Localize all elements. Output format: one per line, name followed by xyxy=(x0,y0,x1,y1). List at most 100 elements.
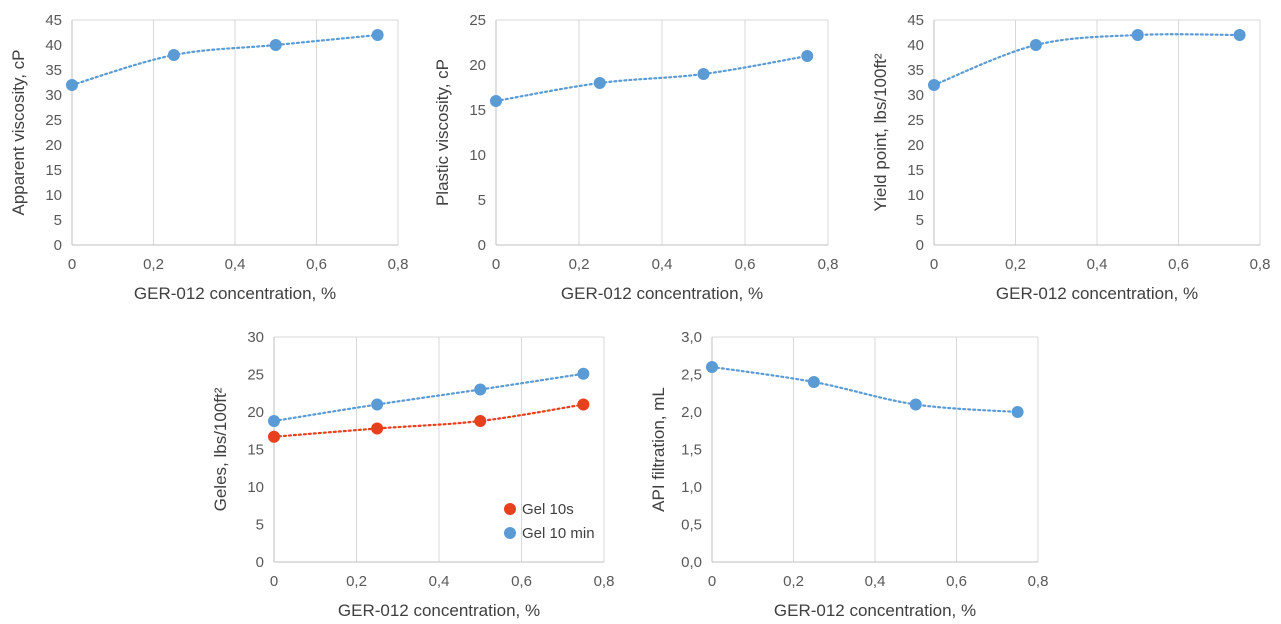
y-tick-label: 15 xyxy=(45,162,62,179)
data-point xyxy=(577,367,590,380)
y-tick-label: 10 xyxy=(907,187,924,204)
y-tick-label: 5 xyxy=(256,517,264,534)
x-tick-label: 0,4 xyxy=(652,256,673,273)
y-tick-label: 0 xyxy=(916,237,924,254)
y-tick-label: 40 xyxy=(45,37,62,54)
x-tick-label: 0,4 xyxy=(865,573,886,590)
x-tick-label: 0 xyxy=(930,256,938,273)
x-tick-label: 0,2 xyxy=(346,573,367,590)
y-tick-label: 30 xyxy=(45,87,62,104)
data-point xyxy=(706,361,718,373)
legend-marker xyxy=(504,527,516,539)
x-tick-label: 0,8 xyxy=(1028,573,1049,590)
y-tick-label: 0 xyxy=(478,237,486,254)
y-tick-label: 20 xyxy=(247,404,264,421)
data-point xyxy=(474,415,487,427)
data-point xyxy=(66,79,78,91)
series-trendline xyxy=(932,33,1241,87)
series-trendline xyxy=(70,33,379,87)
x-axis-title: GER-012 concentration, % xyxy=(561,284,763,303)
data-point xyxy=(1011,406,1024,418)
y-axis-title: Yield point, lbs/100ft² xyxy=(871,53,890,211)
x-tick-label: 0,2 xyxy=(783,573,804,590)
y-axis-title: API filtration, mL xyxy=(649,387,668,512)
x-axis-title: GER-012 concentration, % xyxy=(134,284,336,303)
y-tick-label: 2,5 xyxy=(681,367,702,384)
x-tick-label: 0,8 xyxy=(818,256,839,273)
y-tick-label: 0 xyxy=(54,237,62,254)
series-trendline xyxy=(272,403,585,438)
data-point xyxy=(268,415,280,427)
data-point xyxy=(268,430,280,443)
y-tick-label: 10 xyxy=(469,147,486,164)
y-tick-label: 15 xyxy=(907,162,924,179)
series-trendline xyxy=(272,372,585,423)
y-tick-label: 45 xyxy=(907,12,924,29)
y-tick-label: 40 xyxy=(907,37,924,54)
legend-label: Gel 10s xyxy=(522,501,574,518)
x-tick-label: 0,4 xyxy=(429,573,450,590)
x-axis-title: GER-012 concentration, % xyxy=(996,284,1198,303)
y-tick-label: 15 xyxy=(247,442,264,459)
x-axis-title: GER-012 concentration, % xyxy=(774,601,976,620)
y-tick-label: 15 xyxy=(469,102,486,119)
data-point xyxy=(167,49,180,61)
data-point xyxy=(909,398,922,411)
x-tick-label: 0,6 xyxy=(735,256,756,273)
data-point xyxy=(371,422,384,435)
x-tick-label: 0 xyxy=(68,256,76,273)
y-tick-label: 30 xyxy=(247,329,264,346)
y-tick-label: 25 xyxy=(469,12,486,29)
y-tick-label: 3,0 xyxy=(681,329,702,346)
y-tick-label: 20 xyxy=(45,137,62,154)
data-point xyxy=(1029,39,1042,51)
y-axis-title: Geles, lbs/100ft² xyxy=(211,387,230,511)
x-tick-label: 0,4 xyxy=(1087,256,1108,273)
x-tick-label: 0,8 xyxy=(594,573,615,590)
data-point xyxy=(474,383,487,396)
x-axis-title: GER-012 concentration, % xyxy=(338,601,540,620)
legend-label: Gel 10 min xyxy=(522,525,595,542)
legend-marker xyxy=(504,503,516,515)
y-axis-title: Plastic viscosity, cP xyxy=(433,59,452,206)
data-point xyxy=(593,77,606,89)
data-point xyxy=(1131,29,1144,41)
x-tick-label: 0,6 xyxy=(511,573,532,590)
x-tick-label: 0,6 xyxy=(306,256,327,273)
y-tick-label: 35 xyxy=(907,62,924,79)
x-tick-label: 0,2 xyxy=(569,256,590,273)
y-tick-label: 1,0 xyxy=(681,479,702,496)
x-tick-label: 0 xyxy=(270,573,278,590)
y-tick-label: 25 xyxy=(45,112,62,129)
x-tick-label: 0,2 xyxy=(1005,256,1026,273)
y-tick-label: 25 xyxy=(907,112,924,129)
data-point xyxy=(371,398,384,411)
y-axis-title: Apparent viscosity, cP xyxy=(9,50,28,216)
y-tick-label: 5 xyxy=(54,212,62,229)
x-tick-label: 0 xyxy=(492,256,500,273)
x-tick-label: 0,4 xyxy=(225,256,246,273)
data-point xyxy=(801,50,814,62)
series-trendline xyxy=(710,365,1019,414)
y-tick-label: 20 xyxy=(469,57,486,74)
y-tick-label: 5 xyxy=(478,192,486,209)
y-tick-label: 45 xyxy=(45,12,62,29)
series-trendline xyxy=(494,54,809,103)
y-tick-label: 30 xyxy=(907,87,924,104)
data-point xyxy=(371,29,384,41)
data-point xyxy=(928,79,940,91)
y-tick-label: 0,0 xyxy=(681,554,702,571)
y-tick-label: 10 xyxy=(247,479,264,496)
x-tick-label: 0,2 xyxy=(143,256,164,273)
data-point xyxy=(1233,29,1246,41)
y-tick-label: 2,0 xyxy=(681,404,702,421)
x-tick-label: 0 xyxy=(708,573,716,590)
data-point xyxy=(269,39,282,51)
y-tick-label: 1,5 xyxy=(681,442,702,459)
x-tick-label: 0,6 xyxy=(946,573,967,590)
y-tick-label: 5 xyxy=(916,212,924,229)
data-point xyxy=(807,376,820,388)
